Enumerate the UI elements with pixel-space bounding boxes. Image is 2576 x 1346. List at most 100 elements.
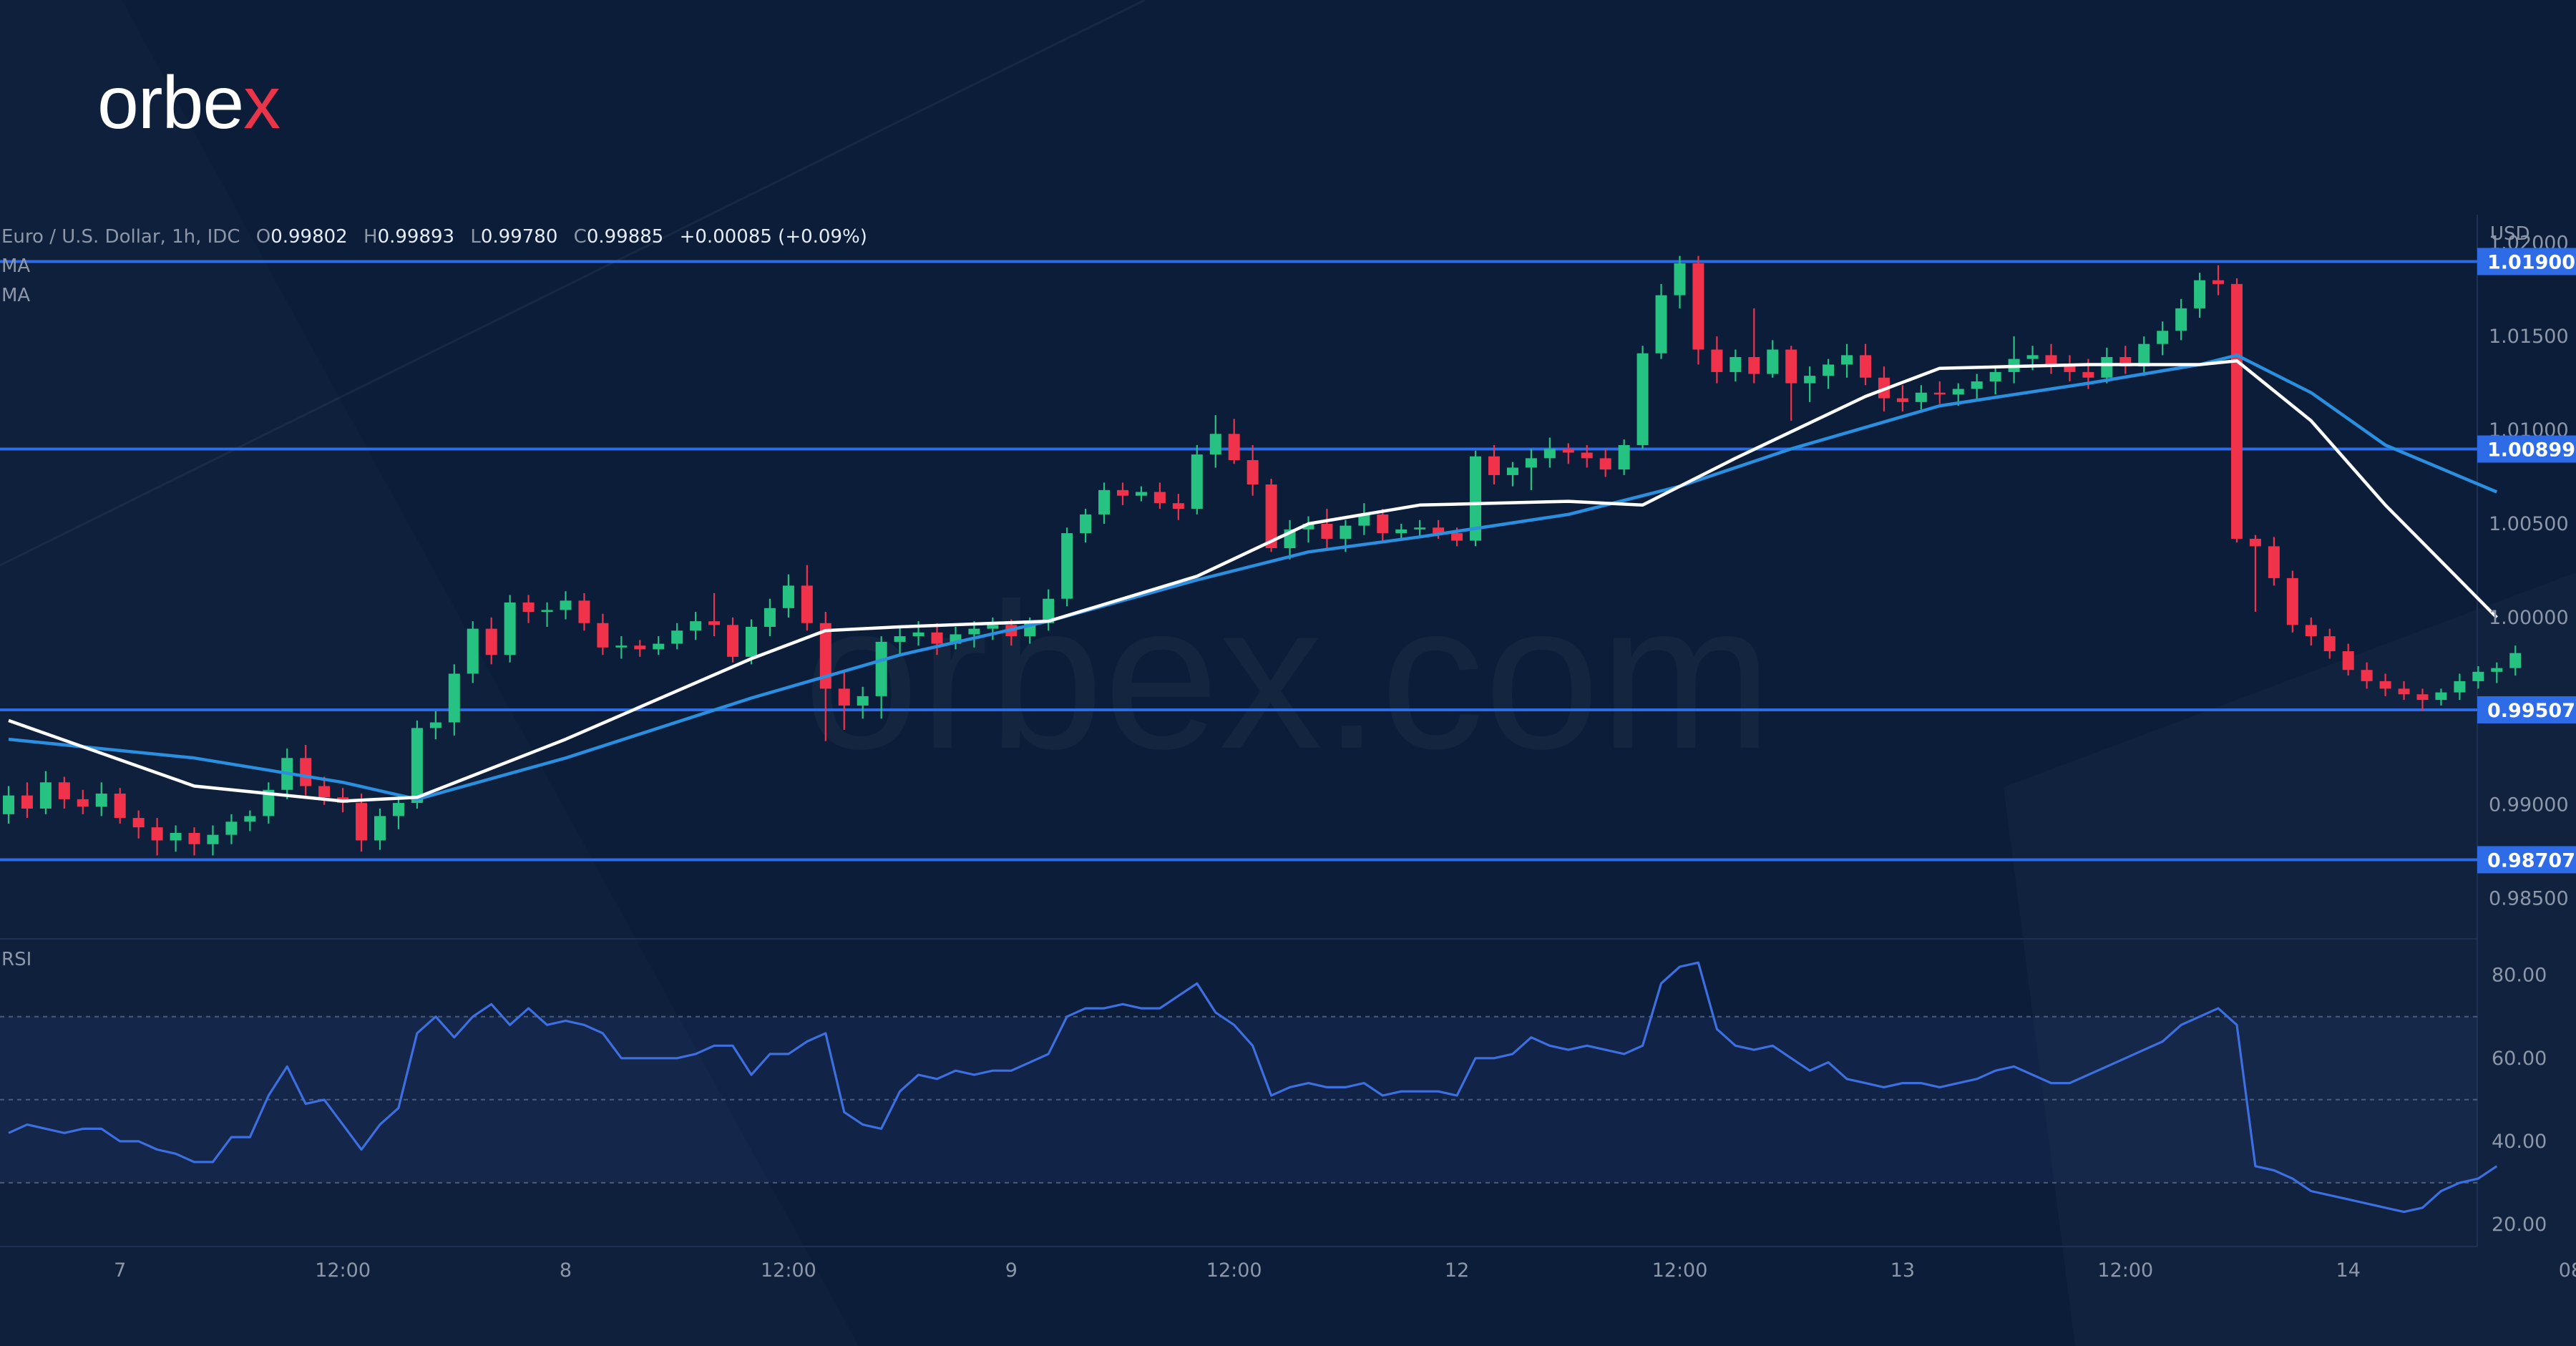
level-label-bg bbox=[2477, 248, 2576, 275]
price-tick-label: 0.98500 bbox=[2489, 888, 2569, 910]
candle-body bbox=[1841, 355, 1853, 365]
candle-body bbox=[1246, 459, 1259, 485]
candle-body bbox=[1674, 263, 1686, 296]
price-tick-label: 0.99000 bbox=[2489, 794, 2569, 816]
rsi-tick-label: 40.00 bbox=[2492, 1131, 2547, 1153]
candle-body bbox=[58, 782, 70, 799]
candle-body bbox=[931, 632, 943, 644]
candle-body bbox=[2379, 681, 2391, 689]
moving-averages bbox=[8, 353, 2498, 803]
candle-body bbox=[2305, 625, 2317, 637]
candle-body bbox=[2361, 670, 2373, 681]
candle-body bbox=[3, 795, 14, 814]
candle-body bbox=[2175, 308, 2187, 331]
candle-body bbox=[1228, 434, 1240, 460]
candle-body bbox=[708, 621, 721, 625]
candle-body bbox=[1989, 371, 2001, 382]
candle-body bbox=[615, 645, 628, 648]
high-value: 0.99893 bbox=[377, 226, 455, 248]
price-tick-label: 1.00500 bbox=[2489, 513, 2569, 535]
price-tick-label: 1.00000 bbox=[2489, 607, 2569, 629]
time-tick-label: 12:00 bbox=[1206, 1259, 1262, 1282]
candle-body bbox=[244, 816, 256, 822]
candle-body bbox=[1395, 529, 1407, 534]
candle-body bbox=[782, 585, 794, 608]
candle-body bbox=[151, 827, 163, 841]
candle-body bbox=[132, 818, 145, 828]
candle-body bbox=[1636, 353, 1649, 446]
candle-body bbox=[1340, 525, 1352, 539]
candle-body bbox=[912, 632, 924, 637]
ma-legend-1[interactable]: MA bbox=[1, 255, 31, 277]
bg-stroke bbox=[0, 0, 1146, 567]
time-tick-label: 12:00 bbox=[761, 1259, 816, 1282]
candle-body bbox=[2064, 364, 2076, 372]
candle-body bbox=[225, 821, 238, 835]
candle-body bbox=[1729, 356, 1742, 372]
candle-body bbox=[188, 833, 200, 844]
candle-body bbox=[1488, 456, 1500, 475]
candle-body bbox=[1543, 449, 1556, 459]
logo-accent: x bbox=[243, 62, 280, 145]
candle-body bbox=[1785, 349, 1797, 384]
candle-body bbox=[411, 728, 423, 804]
candle-body bbox=[1321, 524, 1333, 539]
candle-body bbox=[1209, 434, 1221, 455]
candle-body bbox=[1414, 527, 1426, 530]
low-value: 0.99780 bbox=[480, 226, 558, 248]
candle-body bbox=[987, 625, 999, 629]
candle-body bbox=[671, 630, 683, 644]
candle-body bbox=[1377, 514, 1389, 534]
watermark: orbex.com bbox=[804, 560, 1772, 792]
currency-label: USD bbox=[2490, 223, 2530, 245]
candle-body bbox=[77, 799, 89, 807]
level-label-bg bbox=[2477, 435, 2576, 463]
candle-body bbox=[2342, 651, 2354, 670]
rsi-tick-label: 20.00 bbox=[2492, 1214, 2547, 1236]
candle-body bbox=[2472, 671, 2484, 681]
candle-body bbox=[1618, 445, 1630, 470]
candle-body bbox=[653, 643, 665, 650]
candle-body bbox=[485, 628, 497, 655]
candle-body bbox=[2138, 343, 2150, 367]
level-label-bg bbox=[2477, 696, 2576, 723]
candle-body bbox=[1748, 356, 1760, 374]
candle-body bbox=[114, 794, 126, 819]
candle-body bbox=[374, 816, 386, 841]
candle-body bbox=[300, 758, 312, 786]
candle-body bbox=[1265, 484, 1277, 549]
candle-body bbox=[1804, 376, 1816, 384]
candle-body bbox=[2082, 371, 2094, 378]
candle-body bbox=[1172, 503, 1184, 509]
candle-body bbox=[318, 786, 331, 798]
candle-body bbox=[2268, 546, 2280, 578]
ma-legend-2[interactable]: MA bbox=[1, 285, 31, 306]
candle-body bbox=[597, 623, 609, 648]
bg-shape-right bbox=[2004, 572, 2576, 1346]
candle-body bbox=[875, 641, 887, 696]
candle-body bbox=[857, 696, 869, 706]
candle-body bbox=[522, 602, 535, 613]
time-tick-label: 14 bbox=[2336, 1259, 2361, 1282]
rsi-label[interactable]: RSI bbox=[1, 949, 32, 970]
candle-body bbox=[504, 602, 516, 655]
candle-body bbox=[838, 688, 850, 706]
candle-body bbox=[1098, 489, 1111, 514]
candle-body bbox=[968, 628, 980, 635]
candle-body bbox=[1135, 492, 1147, 496]
candle-body bbox=[690, 621, 702, 631]
candle-body bbox=[1302, 524, 1314, 530]
candle-body bbox=[541, 610, 553, 613]
candle-body bbox=[207, 834, 219, 844]
change-value: +0.00085 (+0.09%) bbox=[679, 226, 867, 248]
time-tick-label: 12 bbox=[1445, 1259, 1469, 1282]
candle-body bbox=[2416, 694, 2429, 701]
candle-body bbox=[2045, 355, 2057, 365]
open-label: O bbox=[255, 226, 271, 248]
candle-body bbox=[1080, 514, 1092, 534]
candle-body bbox=[2157, 331, 2169, 344]
candle-body bbox=[2491, 668, 2503, 672]
